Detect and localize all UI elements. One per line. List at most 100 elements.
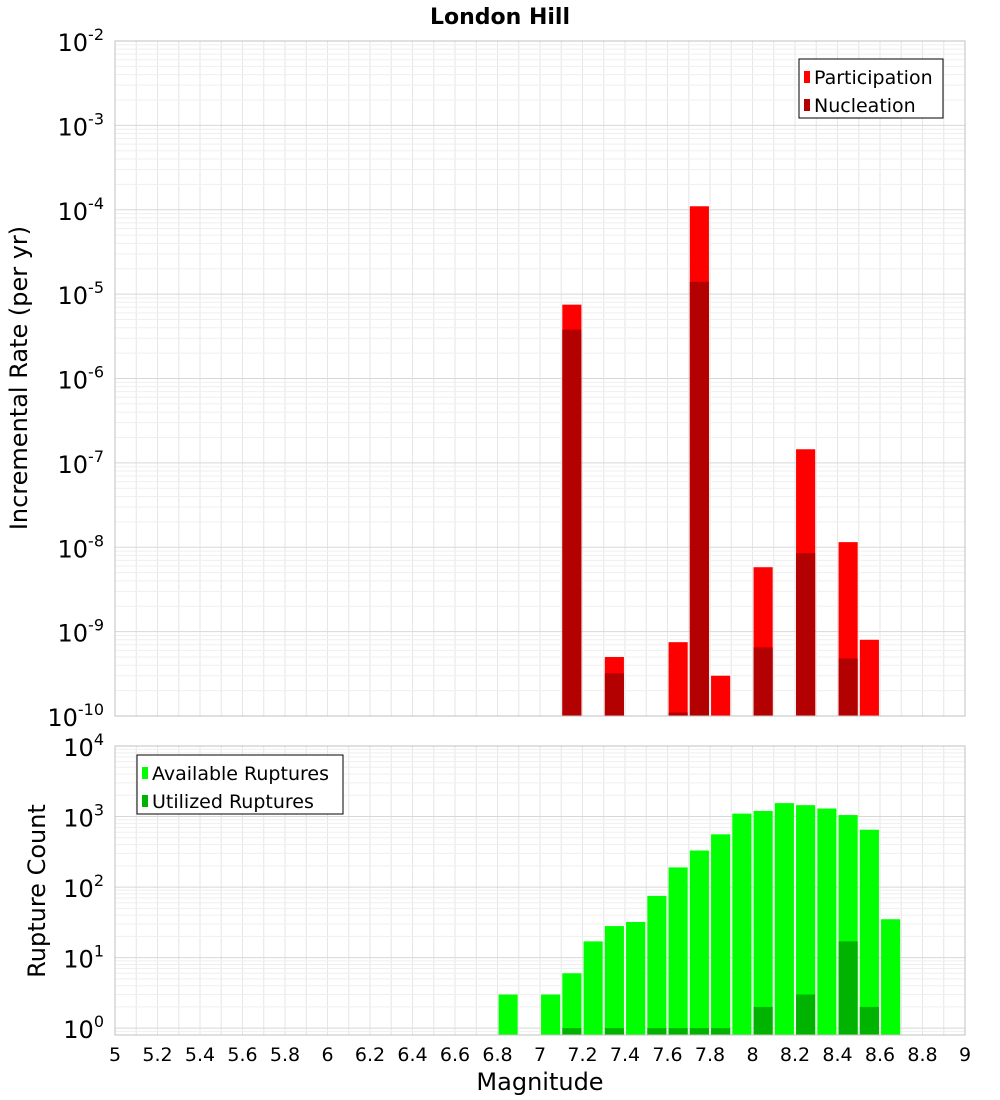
y-tick-exponent: 1 — [94, 942, 104, 961]
y-tick-mantissa: 10 — [58, 113, 89, 141]
bar-utilized-ruptures — [711, 1028, 731, 1035]
bottom-y-axis-label: Rupture Count — [23, 804, 51, 978]
x-tick-label: 8.6 — [865, 1044, 895, 1066]
bar-available-ruptures — [626, 921, 646, 1035]
bar-available-ruptures — [732, 813, 752, 1035]
bar-available-ruptures — [498, 994, 518, 1035]
bar-available-ruptures — [859, 829, 879, 1035]
x-tick-label: 7.8 — [695, 1044, 725, 1066]
bar-nucleation — [796, 553, 816, 716]
bar-nucleation — [838, 658, 858, 716]
y-tick-label: 10-7 — [58, 447, 105, 479]
y-tick-exponent: -4 — [88, 194, 104, 213]
top-y-axis-label: Incremental Rate (per yr) — [5, 226, 33, 530]
bar-utilized-ruptures — [562, 1028, 582, 1035]
bar-nucleation — [604, 673, 624, 716]
x-tick-label: 7.4 — [610, 1044, 640, 1066]
y-tick-label: 100 — [63, 1012, 104, 1044]
y-tick-label: 10-9 — [58, 616, 105, 648]
x-tick-label: 5.6 — [227, 1044, 257, 1066]
x-tick-label: 5 — [109, 1044, 121, 1066]
bar-available-ruptures — [604, 926, 624, 1035]
y-tick-exponent: -8 — [88, 531, 104, 550]
y-tick-mantissa: 10 — [58, 198, 89, 226]
bar-participation — [711, 675, 731, 716]
x-tick-label: 6.8 — [482, 1044, 512, 1066]
x-tick-label: 7.6 — [652, 1044, 682, 1066]
bar-nucleation — [689, 281, 709, 716]
y-tick-mantissa: 10 — [63, 946, 94, 974]
y-tick-mantissa: 10 — [47, 704, 78, 732]
x-tick-label: 7 — [534, 1044, 546, 1066]
bar-available-ruptures — [711, 834, 731, 1035]
y-tick-exponent: -6 — [88, 363, 104, 382]
bar-participation — [668, 642, 688, 716]
x-tick-label: 9 — [959, 1044, 971, 1066]
y-tick-mantissa: 10 — [58, 535, 89, 563]
x-tick-labels: 5 5.2 5.4 5.6 5.8 6 6.2 6.4 6.6 6.8 7 7.2 7.4 7.6 7.8 8… — [109, 1044, 971, 1066]
bar-available-ruptures — [541, 994, 561, 1035]
y-tick-label: 104 — [63, 730, 104, 762]
y-tick-label: 10-3 — [58, 109, 105, 141]
bar-available-ruptures — [881, 919, 901, 1035]
legend-label: Participation — [814, 67, 933, 89]
top-grid — [114, 40, 966, 717]
top-bars — [562, 206, 879, 716]
y-tick-label: 103 — [63, 801, 104, 833]
x-tick-label: 8.2 — [780, 1044, 810, 1066]
bar-available-ruptures — [753, 810, 773, 1035]
bar-available-ruptures — [647, 895, 667, 1035]
bar-utilized-ruptures — [647, 1028, 667, 1035]
y-tick-label: 101 — [63, 942, 104, 974]
bar-utilized-ruptures — [668, 1028, 688, 1035]
bottom-legend: Available Ruptures Utilized Ruptures — [136, 754, 344, 815]
bar-utilized-ruptures — [753, 1006, 773, 1035]
y-tick-exponent: -9 — [88, 616, 104, 635]
legend-box — [798, 58, 944, 119]
x-tick-label: 5.8 — [270, 1044, 300, 1066]
y-tick-label: 10-4 — [58, 194, 105, 226]
legend-swatch — [804, 99, 810, 111]
y-tick-mantissa: 10 — [58, 29, 89, 57]
y-tick-label: 102 — [63, 871, 104, 903]
bar-utilized-ruptures — [796, 994, 816, 1035]
y-tick-mantissa: 10 — [63, 734, 94, 762]
x-axis-label: Magnitude — [476, 1068, 603, 1096]
chart-title: London Hill — [430, 5, 570, 30]
bar-available-ruptures — [689, 850, 709, 1035]
y-tick-exponent: -2 — [88, 25, 104, 44]
legend-swatch — [142, 795, 148, 807]
x-tick-label: 5.2 — [142, 1044, 172, 1066]
top-legend: Participation Nucleation — [798, 58, 944, 119]
bar-nucleation — [562, 329, 582, 716]
y-tick-mantissa: 10 — [63, 1016, 94, 1044]
bar-utilized-ruptures — [604, 1028, 624, 1035]
x-tick-label: 8.4 — [822, 1044, 852, 1066]
x-tick-label: 6.2 — [355, 1044, 385, 1066]
legend-swatch — [804, 71, 810, 83]
y-tick-label: 10-10 — [47, 700, 104, 732]
y-tick-mantissa: 10 — [63, 805, 94, 833]
legend-box — [136, 754, 344, 815]
bar-available-ruptures — [562, 973, 582, 1035]
y-tick-label: 10-5 — [58, 278, 105, 310]
y-tick-exponent: -10 — [78, 700, 104, 719]
y-tick-mantissa: 10 — [63, 875, 94, 903]
bar-utilized-ruptures — [838, 941, 858, 1035]
bar-available-ruptures — [774, 803, 794, 1035]
bar-available-ruptures — [668, 867, 688, 1035]
y-tick-exponent: 3 — [94, 801, 104, 820]
y-tick-exponent: 0 — [94, 1012, 104, 1031]
y-tick-label: 10-2 — [58, 25, 105, 57]
y-tick-mantissa: 10 — [58, 620, 89, 648]
bottom-frame — [114, 745, 966, 1036]
y-tick-exponent: 2 — [94, 871, 104, 890]
y-tick-mantissa: 10 — [58, 451, 89, 479]
bar-available-ruptures — [817, 808, 837, 1035]
x-tick-label: 7.2 — [567, 1044, 597, 1066]
x-tick-label: 6 — [321, 1044, 333, 1066]
top-frame — [114, 40, 966, 717]
